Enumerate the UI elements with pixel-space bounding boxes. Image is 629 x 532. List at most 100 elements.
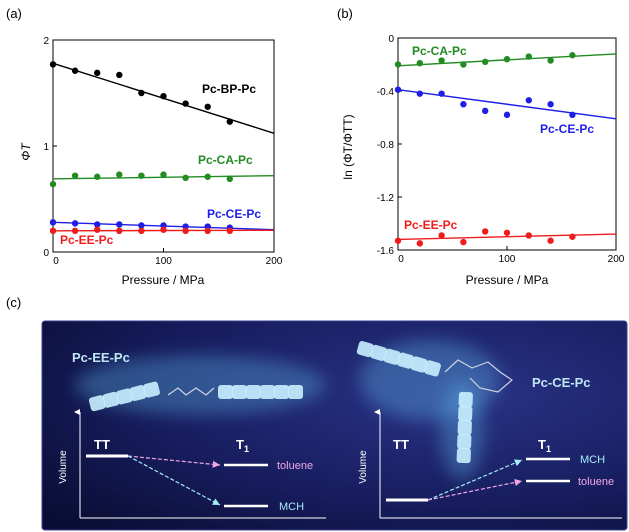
state-t1-right: T1 [538,437,551,454]
chartA-xtick-label: 0 [53,256,59,267]
chartA-point-pc-bp-pc [160,92,167,100]
solvent-mch-left: MCH [279,501,304,513]
chartB-point-pc-ce-pc [503,111,511,119]
chartA-point-pc-ce-pc [94,221,101,228]
solvent-toluene-left: toluene [277,460,313,472]
chartA-point-pc-ca-pc [226,175,233,183]
chartB-point-pc-ca-pc [569,52,576,59]
chartB-point-pc-ce-pc [569,111,576,119]
chartA-point-pc-bp-pc [71,67,79,74]
chartA-point-pc-bp-pc [182,100,189,107]
chartB-point-pc-ee-pc [569,233,576,240]
chartB-ytick-label: 0 [388,34,394,45]
chartA-point-pc-ce-pc [116,221,123,228]
pentacene-unit-left-2 [218,385,303,399]
chartA-point-pc-bp-pc [204,103,211,110]
chartB-xtick-label: 0 [398,254,404,265]
panel-letter-a: (a) [6,6,22,21]
chartB-point-pc-ca-pc [547,57,554,64]
chart-a-label-pc-ce-pc: Pc-CE-Pc [207,207,261,221]
state-tt-left: TT [94,437,110,452]
chart-a-points [49,61,233,234]
chartB-point-pc-ee-pc [394,237,402,244]
chartB-ytick-label: -1.6 [377,246,395,257]
chartA-point-pc-ee-pc [226,227,233,234]
chartA-xtick-label: 100 [155,256,172,267]
chartB-point-pc-ce-pc [482,107,489,115]
chartB-ytick-label: -0.4 [377,87,395,98]
energy-diagram-left: Volume TT T1 toluene MCH [58,409,326,519]
pentacene-unit-right-1 [356,340,441,377]
chart-b-points [394,52,576,247]
chartA-point-pc-ca-pc [160,171,167,178]
chart-b-ylabel: ln (ΦT/ΦTT) [341,114,355,179]
chartB-point-pc-ca-pc [394,61,402,68]
chartB-point-pc-ee-pc [482,228,489,235]
chartA-ytick-label: 2 [43,36,49,47]
chartA-point-pc-ca-pc [116,171,123,178]
chart-a-label-pc-ca-pc: Pc-CA-Pc [198,153,253,167]
arrow-mch-right [427,459,523,501]
chartB-point-pc-ce-pc [525,97,532,104]
chartB-point-pc-ca-pc [438,57,445,64]
pentacene-unit-left-1 [88,381,160,412]
chart-a-ylabel: ΦT [19,142,33,161]
chartA-point-pc-ee-pc [160,226,167,233]
arrow-toluene-left [127,455,221,468]
chartB-fit-pc-ee-pc [397,233,617,241]
volume-label-right: Volume [358,450,369,484]
chartA-ytick-label: 0 [43,248,49,259]
chartA-point-pc-bp-pc [116,71,123,79]
chartA-point-pc-ce-pc [71,220,79,227]
chart-a-label-pc-bp-pc: Pc-BP-Pc [202,82,256,96]
chartA-point-pc-ee-pc [49,227,57,234]
chartA-point-pc-ca-pc [204,173,211,180]
chartB-point-pc-ce-pc [460,101,467,108]
chartB-point-pc-ee-pc [460,238,467,246]
state-t1-left: T1 [236,437,249,454]
chartA-point-pc-ca-pc [94,173,101,180]
pentacene-unit-right-2 [456,391,473,464]
panel-letter-c: (c) [6,295,21,310]
chartA-point-pc-ee-pc [71,227,79,234]
chartA-ytick-label: 1 [43,142,49,153]
chartB-xtick-label: 100 [499,254,516,265]
chartB-point-pc-ca-pc [503,56,511,63]
arrow-mch-left [127,455,221,506]
arrow-toluene-right [427,478,523,501]
chart-b-xlabel: Pressure / MPa [466,273,549,287]
chart-b-label-pc-ce-pc: Pc-CE-Pc [540,122,594,136]
chartA-point-pc-bp-pc [138,89,145,97]
chartB-point-pc-ca-pc [460,61,467,68]
energy-diagram-right: Volume TT T1 MCH toluene [358,409,622,519]
chartB-point-pc-ee-pc [503,229,511,236]
chart-a: 0 100 200 0 1 2 Pressure / MPa ΦT Pc-BP-Pc Pc… [19,36,283,287]
chart-a-ticks: 0 100 200 0 1 2 [43,36,282,267]
molecule-label-right: Pc-CE-Pc [532,375,591,390]
chart-a-xlabel: Pressure / MPa [122,273,205,287]
chart-a-label-pc-ee-pc: Pc-EE-Pc [60,233,114,247]
chartA-point-pc-ee-pc [94,226,101,233]
chartB-point-pc-ee-pc [547,237,554,244]
chartB-point-pc-ca-pc [525,53,532,60]
chart-b-label-pc-ca-pc: Pc-CA-Pc [412,44,467,58]
volume-label-left: Volume [58,450,69,484]
panel-letter-b: (b) [337,6,353,21]
chartA-point-pc-ca-pc [49,180,57,188]
chartA-xtick-label: 200 [266,256,283,267]
chartA-point-pc-ca-pc [182,174,189,181]
solvent-toluene-right: toluene [578,476,614,488]
chartB-point-pc-ce-pc [547,101,554,108]
linker-left [167,387,215,396]
chart-b-fit-lines [397,53,617,241]
chartA-point-pc-ee-pc [204,227,211,234]
chartB-point-pc-ce-pc [394,86,402,93]
chart-b-label-pc-ee-pc: Pc-EE-Pc [404,218,458,232]
chartA-point-pc-ee-pc [182,227,189,234]
chartA-point-pc-ee-pc [138,227,145,234]
chartA-point-pc-ee-pc [116,227,123,234]
molecule-label-left: Pc-EE-Pc [72,350,130,365]
state-tt-right: TT [393,437,409,452]
